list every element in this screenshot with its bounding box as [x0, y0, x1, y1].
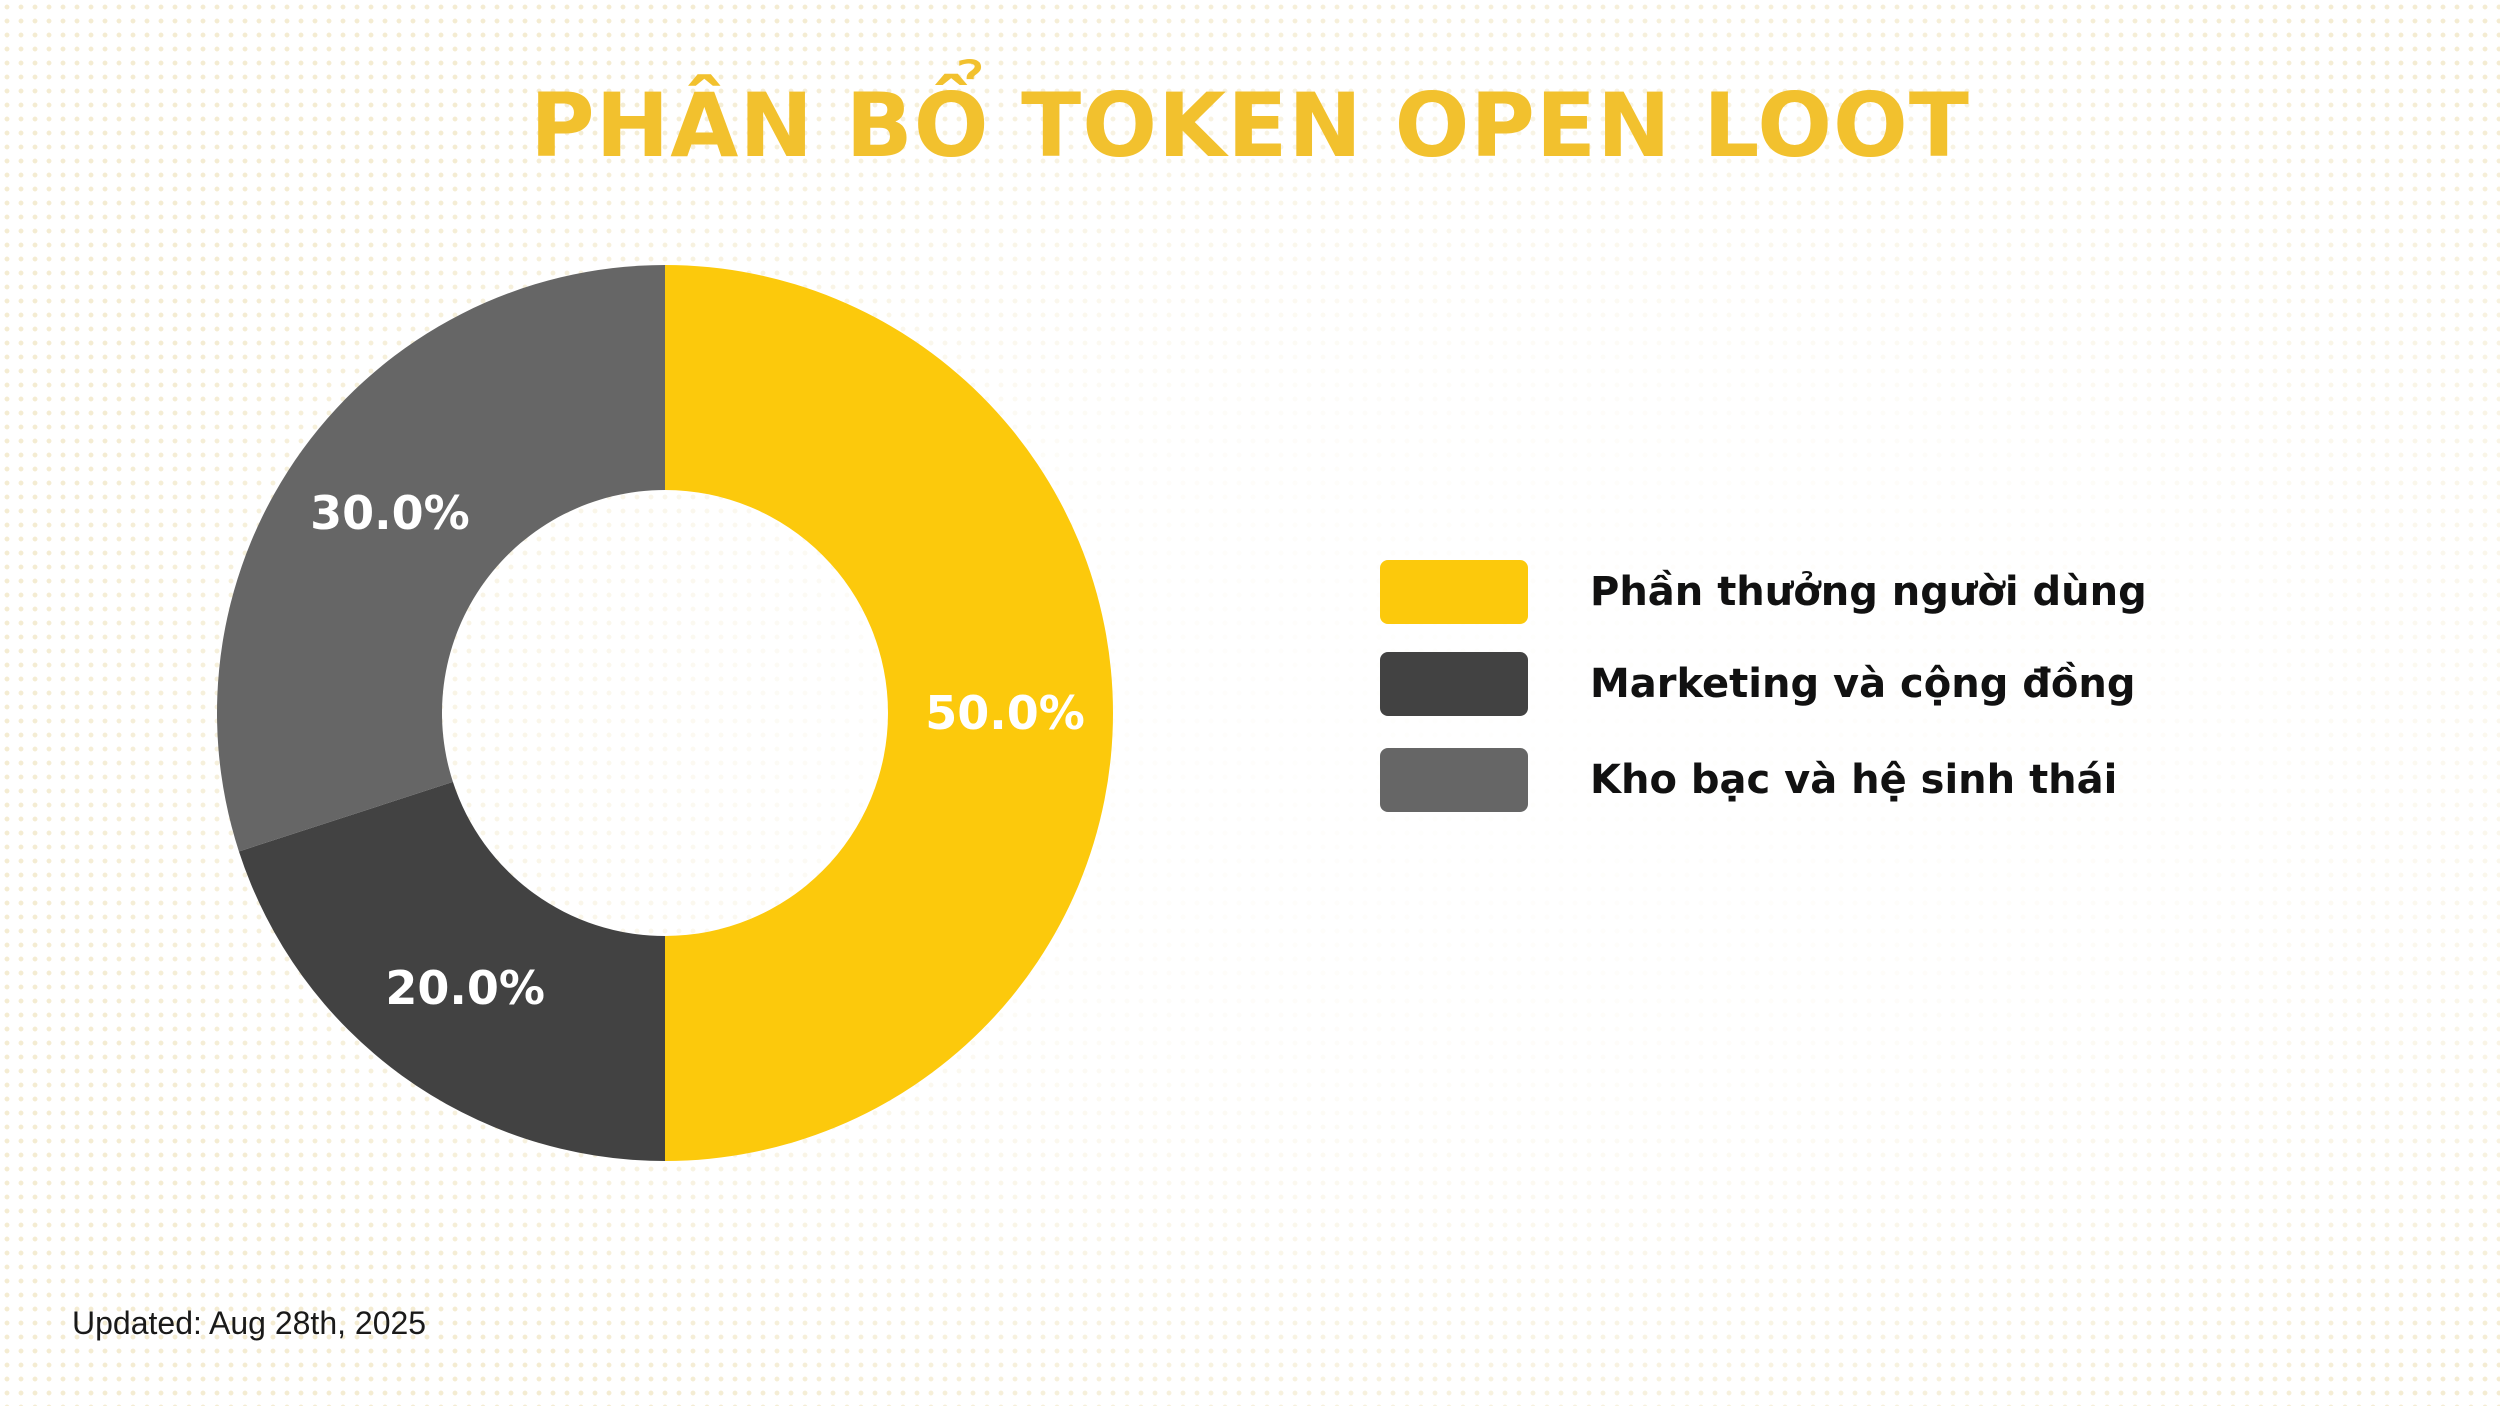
slice-label-2: 20.0% — [385, 961, 545, 1015]
donut-chart: 50.0% 20.0% 30.0% — [216, 265, 1113, 1161]
slice-label-3: 30.0% — [310, 486, 470, 540]
slices-layer — [216, 265, 1113, 1161]
legend-label: Marketing và cộng đồng — [1590, 661, 2136, 707]
donut-slice-1 — [665, 265, 1113, 1161]
page-title: PHÂN BỔ TOKEN OPEN LOOT — [530, 74, 1970, 177]
labels-layer: 50.0% 20.0% 30.0% — [310, 486, 1085, 1015]
slice-label-1: 50.0% — [925, 686, 1085, 740]
legend-item-1: Phần thưởng người dùng — [1380, 560, 2280, 624]
legend-swatch — [1380, 560, 1528, 624]
legend-item-3: Kho bạc và hệ sinh thái — [1380, 748, 2280, 812]
legend-item-2: Marketing và cộng đồng — [1380, 652, 2280, 716]
donut-slice-3 — [216, 265, 665, 852]
legend-swatch — [1380, 652, 1528, 716]
donut-slice-2 — [238, 781, 665, 1161]
updated-timestamp: Updated: Aug 28th, 2025 — [72, 1305, 427, 1341]
legend-label: Kho bạc và hệ sinh thái — [1590, 757, 2118, 803]
legend-label: Phần thưởng người dùng — [1590, 569, 2147, 615]
legend-swatch — [1380, 748, 1528, 812]
